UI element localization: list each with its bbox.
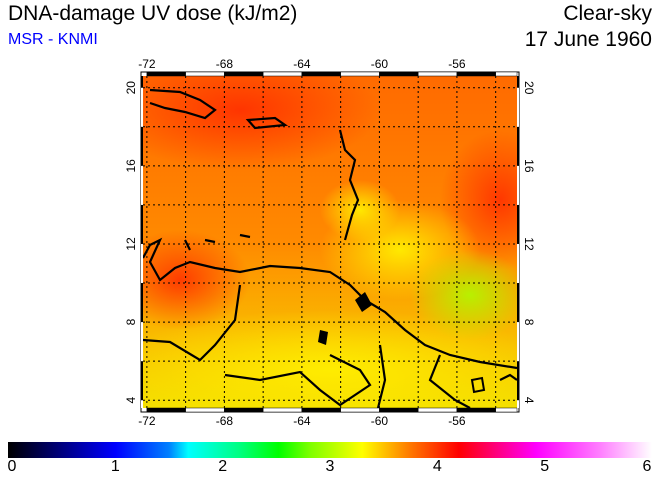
uv-map: -72 -72 -68 -68 -64 -64 -60 -60 -56 -56 20 20 16 16 1… [124, 57, 536, 428]
colorbar-tick-label: 4 [432, 458, 442, 475]
reservoir [470, 376, 486, 394]
lat-label-left: 4 [124, 397, 138, 404]
lat-label-right: 12 [522, 237, 536, 251]
lon-label-bottom: -72 [138, 414, 156, 428]
colorbar-tick-label: 2 [218, 458, 228, 475]
lat-label-right: 8 [522, 319, 536, 326]
colorbar-tick-label: 0 [7, 458, 17, 475]
lat-label-right: 16 [522, 159, 536, 173]
lat-label-left: 20 [124, 81, 138, 95]
colorbar-tick-label: 1 [110, 458, 120, 475]
lon-label-top: -64 [293, 57, 311, 71]
lon-label-bottom: -64 [293, 414, 311, 428]
lon-label-bottom: -68 [216, 414, 234, 428]
lat-label-left: 12 [124, 237, 138, 251]
sky-condition: Clear-sky [563, 2, 652, 25]
colorbar-tick-label: 3 [325, 458, 335, 475]
map-title: DNA-damage UV dose (kJ/m2) [8, 2, 298, 25]
lat-label-right: 20 [522, 81, 536, 95]
lat-label-left: 8 [124, 318, 138, 325]
coastlines [143, 88, 517, 408]
lon-label-top: -60 [371, 57, 389, 71]
uv-field [143, 76, 517, 408]
lat-label-left: 16 [124, 159, 138, 173]
colorbar-tick-label: 6 [642, 458, 652, 475]
lake [318, 330, 328, 345]
graticule [143, 76, 517, 408]
frame-border [141, 71, 519, 413]
map-date: 17 June 1960 [524, 28, 652, 51]
lon-label-bottom: -56 [448, 414, 466, 428]
lat-label-right: 4 [522, 397, 536, 404]
lon-label-bottom: -60 [371, 414, 389, 428]
colorbar-tick-label: 5 [540, 458, 550, 475]
lon-label-top: -68 [216, 57, 234, 71]
data-source: MSR - KNMI [8, 31, 98, 48]
trinidad-island [355, 292, 372, 312]
lon-label-top: -56 [448, 57, 466, 71]
colorbar [8, 442, 652, 458]
lon-label-top: -72 [138, 57, 156, 71]
